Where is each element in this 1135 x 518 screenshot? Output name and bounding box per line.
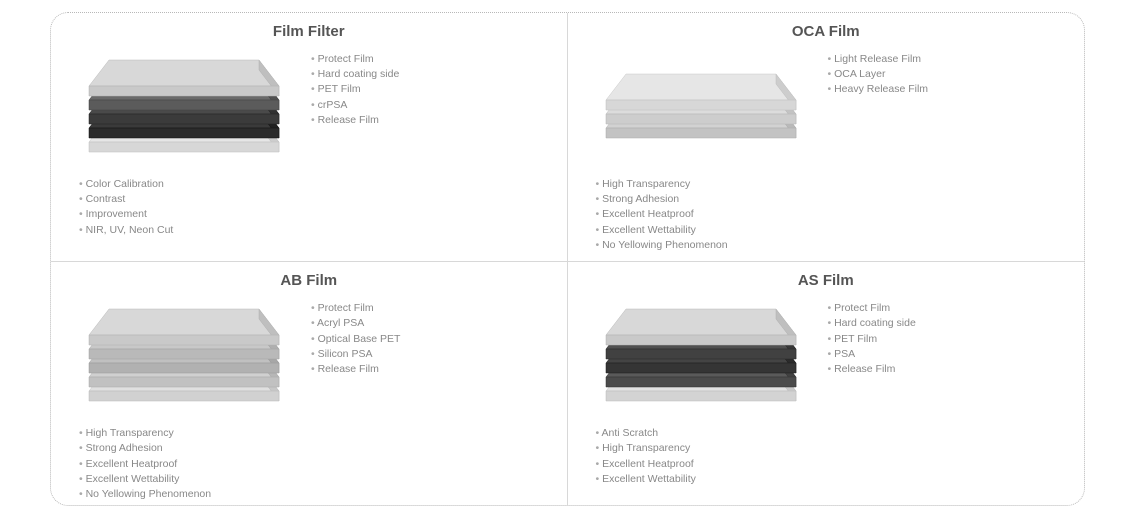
layer-label: Heavy Release Film — [828, 82, 929, 97]
layer-stack-diagram — [69, 295, 299, 420]
product-title: AB Film — [69, 272, 549, 289]
layer-label: Release Film — [311, 113, 399, 128]
layer-label: PET Film — [311, 82, 399, 97]
layer-stack-diagram — [586, 295, 816, 420]
layer-labels: Protect FilmHard coating sidePET FilmPSA… — [828, 295, 916, 377]
layer-stack-diagram — [586, 46, 816, 171]
product-title: Film Filter — [69, 23, 549, 40]
layer-label: Release Film — [828, 362, 916, 377]
feature-item: Excellent Wettability — [596, 223, 1067, 238]
layer-label: Release Film — [311, 362, 400, 377]
feature-item: Excellent Wettability — [596, 472, 1067, 487]
feature-item: Excellent Heatproof — [596, 207, 1067, 222]
feature-item: Excellent Heatproof — [596, 457, 1067, 472]
features-list: High TransparencyStrong AdhesionExcellen… — [596, 177, 1067, 253]
layer-label: PET Film — [828, 332, 916, 347]
feature-item: No Yellowing Phenomenon — [596, 238, 1067, 253]
feature-item: Improvement — [79, 207, 549, 222]
product-cell-ab_film: AB Film Protect FilmAcryl PSAOptical Base… — [51, 262, 568, 506]
layer-label: crPSA — [311, 98, 399, 113]
layer-label: PSA — [828, 347, 916, 362]
layer-label: Protect Film — [311, 52, 399, 67]
layer-labels: Protect FilmAcryl PSAOptical Base PETSil… — [311, 295, 400, 377]
layer-labels: Protect FilmHard coating sidePET FilmcrP… — [311, 46, 399, 128]
product-row: Light Release FilmOCA LayerHeavy Release… — [586, 46, 1067, 171]
feature-item: Excellent Wettability — [79, 472, 549, 487]
features-list: High TransparencyStrong AdhesionExcellen… — [79, 426, 549, 502]
product-panel: Film FilterProtect FilmHard coating side… — [50, 12, 1085, 506]
feature-item: High Transparency — [596, 177, 1067, 192]
feature-item: High Transparency — [79, 426, 549, 441]
layer-label: Silicon PSA — [311, 347, 400, 362]
layer-label: Protect Film — [311, 301, 400, 316]
product-row: Protect FilmHard coating sidePET FilmPSA… — [586, 295, 1067, 420]
product-cell-oca_film: OCA Film Light Release FilmOCA LayerHeavy… — [568, 13, 1085, 262]
layer-stack-diagram — [69, 46, 299, 171]
feature-item: No Yellowing Phenomenon — [79, 487, 549, 502]
feature-item: Excellent Heatproof — [79, 457, 549, 472]
feature-item: High Transparency — [596, 441, 1067, 456]
features-list: Anti ScratchHigh TransparencyExcellent H… — [596, 426, 1067, 487]
product-title: AS Film — [586, 272, 1067, 289]
layer-label: Protect Film — [828, 301, 916, 316]
feature-item: Strong Adhesion — [79, 441, 549, 456]
feature-item: Color Calibration — [79, 177, 549, 192]
layer-label: Light Release Film — [828, 52, 929, 67]
product-cell-as_film: AS Film Protect FilmHard coating sidePET … — [568, 262, 1085, 506]
feature-item: Strong Adhesion — [596, 192, 1067, 207]
product-cell-film_filter: Film Filter Protect FilmHard coating side… — [51, 13, 568, 262]
feature-item: Anti Scratch — [596, 426, 1067, 441]
layer-label: Optical Base PET — [311, 332, 400, 347]
features-list: Color CalibrationContrastImprovementNIR,… — [79, 177, 549, 238]
product-row: Protect FilmAcryl PSAOptical Base PETSil… — [69, 295, 549, 420]
layer-label: Hard coating side — [828, 316, 916, 331]
layer-label: Acryl PSA — [311, 316, 400, 331]
layer-labels: Light Release FilmOCA LayerHeavy Release… — [828, 46, 929, 98]
product-row: Protect FilmHard coating sidePET FilmcrP… — [69, 46, 549, 171]
product-title: OCA Film — [586, 23, 1067, 40]
feature-item: Contrast — [79, 192, 549, 207]
layer-label: Hard coating side — [311, 67, 399, 82]
feature-item: NIR, UV, Neon Cut — [79, 223, 549, 238]
layer-label: OCA Layer — [828, 67, 929, 82]
